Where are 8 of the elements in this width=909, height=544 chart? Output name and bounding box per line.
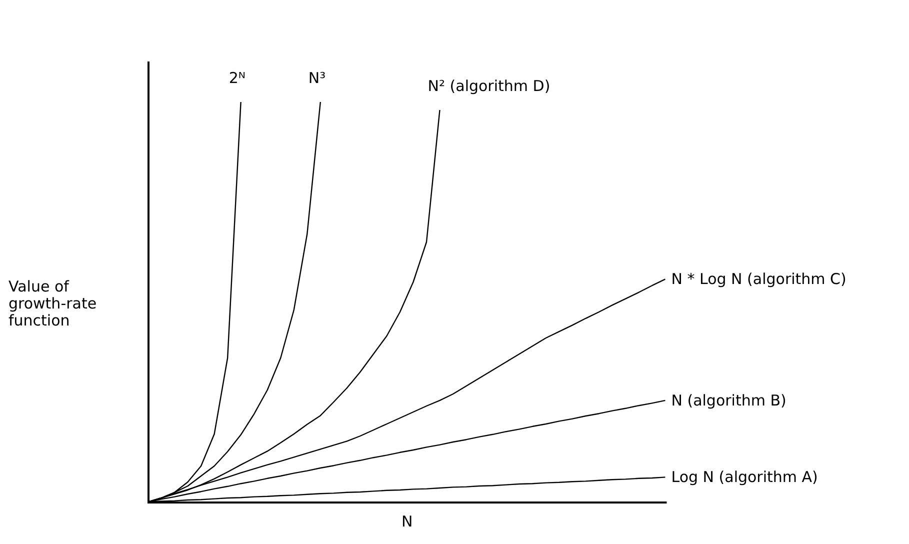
series-label: 2ᴺ xyxy=(228,69,246,87)
series-label: Log N (algorithm A) xyxy=(671,468,818,486)
x-axis-title: N xyxy=(401,512,413,530)
y-axis-title: Value of growth-rate function xyxy=(8,278,97,330)
series-label: N³ xyxy=(308,69,326,87)
series-label: N² (algorithm D) xyxy=(428,77,550,95)
series-label: N * Log N (algorithm C) xyxy=(671,270,846,288)
series-label: N (algorithm B) xyxy=(671,391,786,410)
